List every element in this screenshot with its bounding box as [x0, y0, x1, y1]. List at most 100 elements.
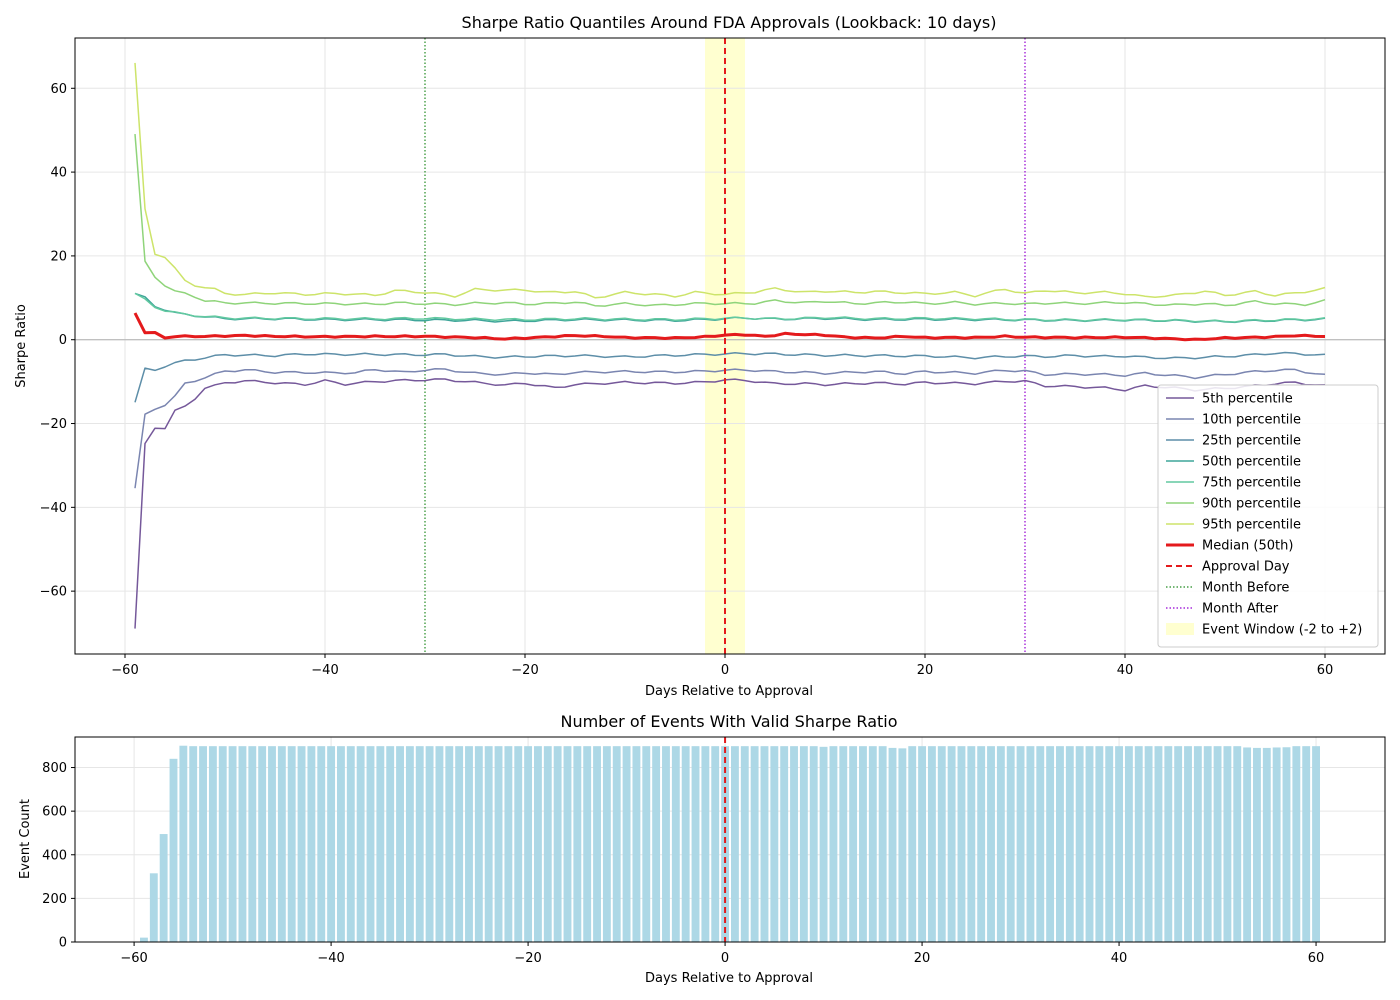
bar — [494, 746, 503, 942]
bar — [642, 746, 651, 942]
bar — [1203, 746, 1212, 942]
bar — [1046, 746, 1055, 942]
bar — [563, 746, 572, 942]
bar — [1312, 746, 1320, 942]
bar — [435, 746, 444, 942]
x-tick-label: 0 — [721, 951, 729, 966]
bar — [849, 746, 858, 942]
plot-area — [140, 737, 1320, 942]
bar — [1292, 746, 1301, 942]
bar — [898, 748, 907, 942]
series-line-95th-percentile — [134, 62, 1326, 299]
event-count-bar-chart: Number of Events With Valid Sharpe Ratio… — [18, 712, 1386, 986]
legend-label: 25th percentile — [1202, 434, 1301, 449]
x-tick-label: −20 — [514, 951, 541, 966]
legend-label: 75th percentile — [1202, 476, 1301, 491]
series-line-90th-percentile — [134, 134, 1326, 307]
y-tick-label: 0 — [59, 936, 67, 951]
x-axis-label: Days Relative to Approval — [645, 684, 813, 699]
x-tick-label: −60 — [120, 951, 147, 966]
y-tick-label: −40 — [40, 501, 67, 516]
bar — [1105, 746, 1114, 942]
x-tick-label: 60 — [1308, 951, 1325, 966]
x-tick-label: 40 — [1117, 663, 1134, 678]
legend-label: Approval Day — [1202, 560, 1290, 575]
bar — [1213, 746, 1222, 942]
bar — [691, 746, 700, 942]
bar — [859, 746, 867, 942]
bar — [1036, 746, 1045, 942]
y-tick-label: 800 — [42, 761, 67, 776]
y-tick-label: 20 — [50, 249, 67, 264]
bar — [593, 746, 601, 942]
plot-frame — [74, 736, 1386, 943]
bar — [583, 746, 592, 942]
series-line-5th-percentile — [134, 378, 1326, 629]
bar — [573, 746, 582, 942]
bar — [356, 746, 365, 942]
bar — [366, 746, 375, 942]
bar — [652, 746, 661, 942]
x-tick-label: 20 — [917, 663, 934, 678]
bar — [1056, 746, 1064, 942]
bar — [1065, 746, 1074, 942]
bar — [159, 834, 168, 942]
y-axis-label: Sharpe Ratio — [14, 304, 29, 388]
y-tick-label: 400 — [42, 848, 67, 863]
x-tick-label: 60 — [1317, 663, 1334, 678]
bar — [337, 746, 345, 942]
bar — [317, 746, 326, 942]
bar — [455, 746, 464, 942]
bar — [258, 746, 267, 942]
bar — [632, 746, 641, 942]
bar — [908, 746, 917, 942]
bar — [927, 746, 936, 942]
bar — [140, 937, 148, 942]
bar — [977, 746, 986, 942]
bar — [376, 746, 385, 942]
bar — [937, 746, 946, 942]
bar — [1124, 746, 1133, 942]
bar — [1144, 746, 1153, 942]
legend-label: Median (50th) — [1202, 539, 1293, 554]
bar — [474, 746, 483, 942]
x-tick-label: 40 — [1111, 951, 1128, 966]
bar — [987, 746, 995, 942]
bar — [346, 746, 355, 942]
bar — [996, 746, 1005, 942]
bar — [1253, 747, 1261, 942]
bar — [1095, 746, 1104, 942]
bar — [829, 746, 838, 942]
bar — [711, 746, 720, 942]
y-tick-label: −20 — [40, 417, 67, 432]
bar — [799, 746, 808, 942]
series-line-10th-percentile — [134, 368, 1326, 489]
bar — [839, 746, 848, 942]
legend-box — [1157, 384, 1379, 648]
legend-label: 90th percentile — [1202, 497, 1301, 512]
bar — [947, 746, 956, 942]
x-tick-label: −60 — [111, 663, 138, 678]
bar — [228, 746, 237, 942]
bar — [1233, 746, 1242, 942]
chart-title: Number of Events With Valid Sharpe Ratio — [560, 712, 897, 731]
bar — [612, 746, 621, 942]
x-tick-label: 20 — [914, 951, 931, 966]
x-tick-label: 0 — [721, 663, 729, 678]
axis-ticks: −60 −40 −20 0 20 40 60 −60 −40 −20 0 20 40 60 — [40, 37, 1386, 678]
y-tick-label: 40 — [50, 166, 67, 181]
bar — [868, 746, 877, 942]
bar — [543, 746, 552, 942]
legend-label: 50th percentile — [1202, 455, 1301, 470]
bar — [297, 746, 306, 942]
bar — [514, 746, 523, 942]
bar — [809, 746, 818, 942]
bar — [1134, 746, 1143, 942]
bar — [760, 746, 769, 942]
legend-label: 10th percentile — [1202, 413, 1301, 428]
bar — [740, 746, 749, 942]
bar — [662, 746, 670, 942]
bar — [179, 745, 188, 942]
bar — [1262, 747, 1271, 942]
bar — [701, 746, 710, 942]
